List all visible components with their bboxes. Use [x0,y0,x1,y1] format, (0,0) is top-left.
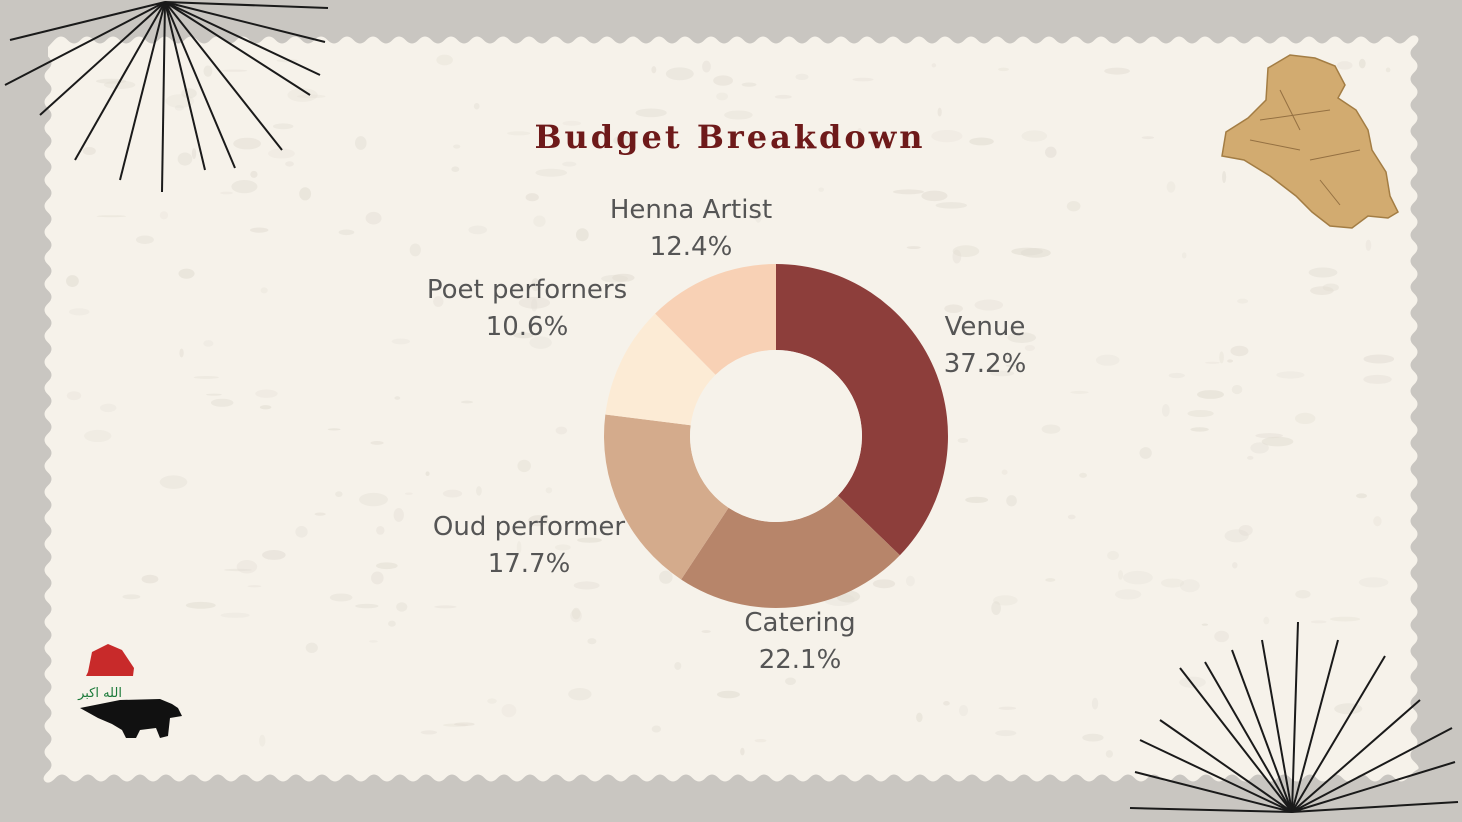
donut-slice-oud-performer [604,414,729,580]
label-name: Catering [744,608,856,638]
slide-title: Budget Breakdown [534,118,926,156]
iraq-map-icon [1221,54,1399,229]
logo-text: الله اكبر [77,686,122,701]
label-percent: 10.6% [485,312,569,342]
label-percent: 37.2% [943,349,1027,379]
donut-chart [604,264,948,608]
label-percent: 12.4% [649,232,733,262]
label-henna-artist: Henna Artist 12.4% [610,192,772,266]
label-name: Venue [944,312,1026,342]
donut-hole [690,350,862,522]
donut-slice-poet-perforners [605,313,716,426]
label-catering: Catering 22.1% [744,605,855,679]
label-name: Oud performer [432,512,626,542]
donut-slice-catering [681,495,900,608]
label-name: Poet perforners [426,275,628,305]
donut-slice-henna-artist [655,264,776,375]
label-venue: Venue 37.2% [944,309,1027,383]
label-oud-performer: Oud performer 17.7% [433,509,625,583]
donut-slice-venue [776,264,948,556]
sunburst-decoration-bottom-right [1129,621,1459,813]
label-poet-performers: Poet perforners 10.6% [427,272,627,346]
label-percent: 22.1% [758,645,842,675]
sunburst-decoration-top-left [4,1,329,193]
label-percent: 17.7% [487,549,571,579]
label-name: Henna Artist [609,195,773,225]
iraq-logo-icon: الله اكبر [77,644,182,738]
